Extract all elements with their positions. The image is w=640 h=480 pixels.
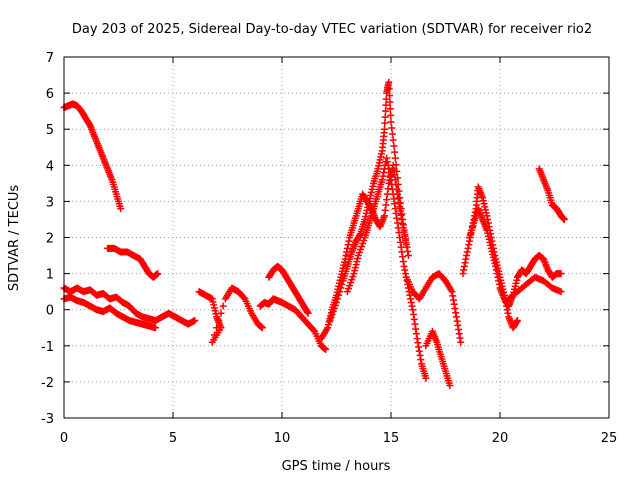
data-point [386, 98, 394, 106]
data-point [386, 92, 394, 100]
data-point [380, 125, 388, 133]
data-point [258, 324, 266, 332]
data-point [388, 130, 396, 138]
data-points [60, 78, 568, 390]
data-point [382, 101, 390, 109]
data-point [392, 161, 400, 169]
data-point [385, 78, 393, 86]
data-point [336, 288, 344, 296]
data-point [191, 317, 199, 325]
data-point [322, 345, 330, 353]
data-point [385, 85, 393, 93]
data-point [310, 326, 318, 334]
series-mid-early [104, 244, 162, 281]
data-point [387, 118, 395, 126]
data-point [208, 338, 216, 346]
series-late-low [505, 273, 565, 303]
y-tick-label: 0 [46, 304, 54, 319]
y-axis: -3 -2 -1 0 1 2 3 4 5 6 7 [41, 51, 609, 427]
data-point [334, 295, 342, 303]
series-low-early [60, 284, 199, 328]
data-point [335, 291, 343, 299]
y-tick-label: -3 [41, 412, 54, 427]
x-tick-label: 10 [274, 431, 291, 446]
data-point [210, 331, 218, 339]
data-point [152, 324, 160, 332]
y-tick-label: 5 [46, 123, 54, 138]
data-point [404, 252, 412, 260]
data-point [393, 167, 401, 175]
y-tick-label: 3 [46, 195, 54, 210]
x-axis-label: GPS time / hours [282, 459, 391, 474]
data-point [338, 280, 346, 288]
data-point [557, 288, 565, 296]
data-point [333, 298, 340, 306]
series-storm-rise-b [326, 78, 412, 325]
data-point [240, 294, 248, 302]
series-storm-rise-c [343, 154, 430, 382]
data-point [389, 136, 397, 144]
series-segment-6to9 [195, 284, 266, 346]
data-point [557, 270, 565, 278]
series-decay-16to18 [402, 270, 465, 346]
data-point [219, 302, 227, 310]
series-decay-dip [422, 327, 454, 390]
data-point [560, 215, 568, 223]
y-tick-label: -2 [41, 376, 54, 391]
x-tick-label: 15 [383, 431, 400, 446]
data-point [394, 181, 402, 189]
data-point [215, 317, 223, 325]
y-tick-label: 6 [46, 87, 54, 102]
y-tick-label: 2 [46, 232, 54, 247]
data-point [304, 309, 312, 317]
data-point [381, 113, 389, 121]
series-upper-early [60, 100, 125, 213]
data-point [391, 154, 399, 162]
x-tick-label: 5 [169, 431, 177, 446]
x-tick-label: 25 [601, 431, 618, 446]
chart-title: Day 203 of 2025, Sidereal Day-to-day VTE… [72, 22, 592, 37]
grid [64, 57, 609, 418]
data-point [388, 124, 396, 132]
data-point [394, 174, 402, 182]
y-tick-label: 1 [46, 268, 54, 283]
y-tick-label: 7 [46, 51, 54, 66]
x-tick-label: 20 [492, 431, 509, 446]
series-segment-9to12 [256, 295, 330, 353]
data-point [386, 105, 394, 113]
y-tick-label: -1 [41, 340, 54, 355]
x-axis: 0 5 10 15 20 25 [60, 57, 617, 446]
data-point [154, 270, 162, 278]
series-low-early-2 [60, 293, 160, 332]
data-point [217, 309, 225, 317]
series-hump-10 [265, 262, 312, 317]
data-point [381, 119, 389, 127]
series-late-high [535, 165, 568, 223]
data-point [337, 284, 345, 292]
data-point [382, 95, 390, 103]
x-tick-label: 0 [60, 431, 68, 446]
y-tick-label: 4 [46, 159, 54, 174]
data-point [390, 142, 398, 150]
data-point [391, 148, 399, 156]
data-point [422, 374, 430, 382]
data-point [213, 324, 221, 332]
y-axis-label: SDTVAR / TECUs [7, 185, 22, 292]
data-point [395, 187, 403, 195]
data-point [387, 111, 395, 119]
data-point [513, 317, 521, 325]
data-point [382, 107, 390, 115]
data-point [117, 205, 125, 213]
data-point [457, 338, 465, 346]
data-point [446, 382, 454, 390]
